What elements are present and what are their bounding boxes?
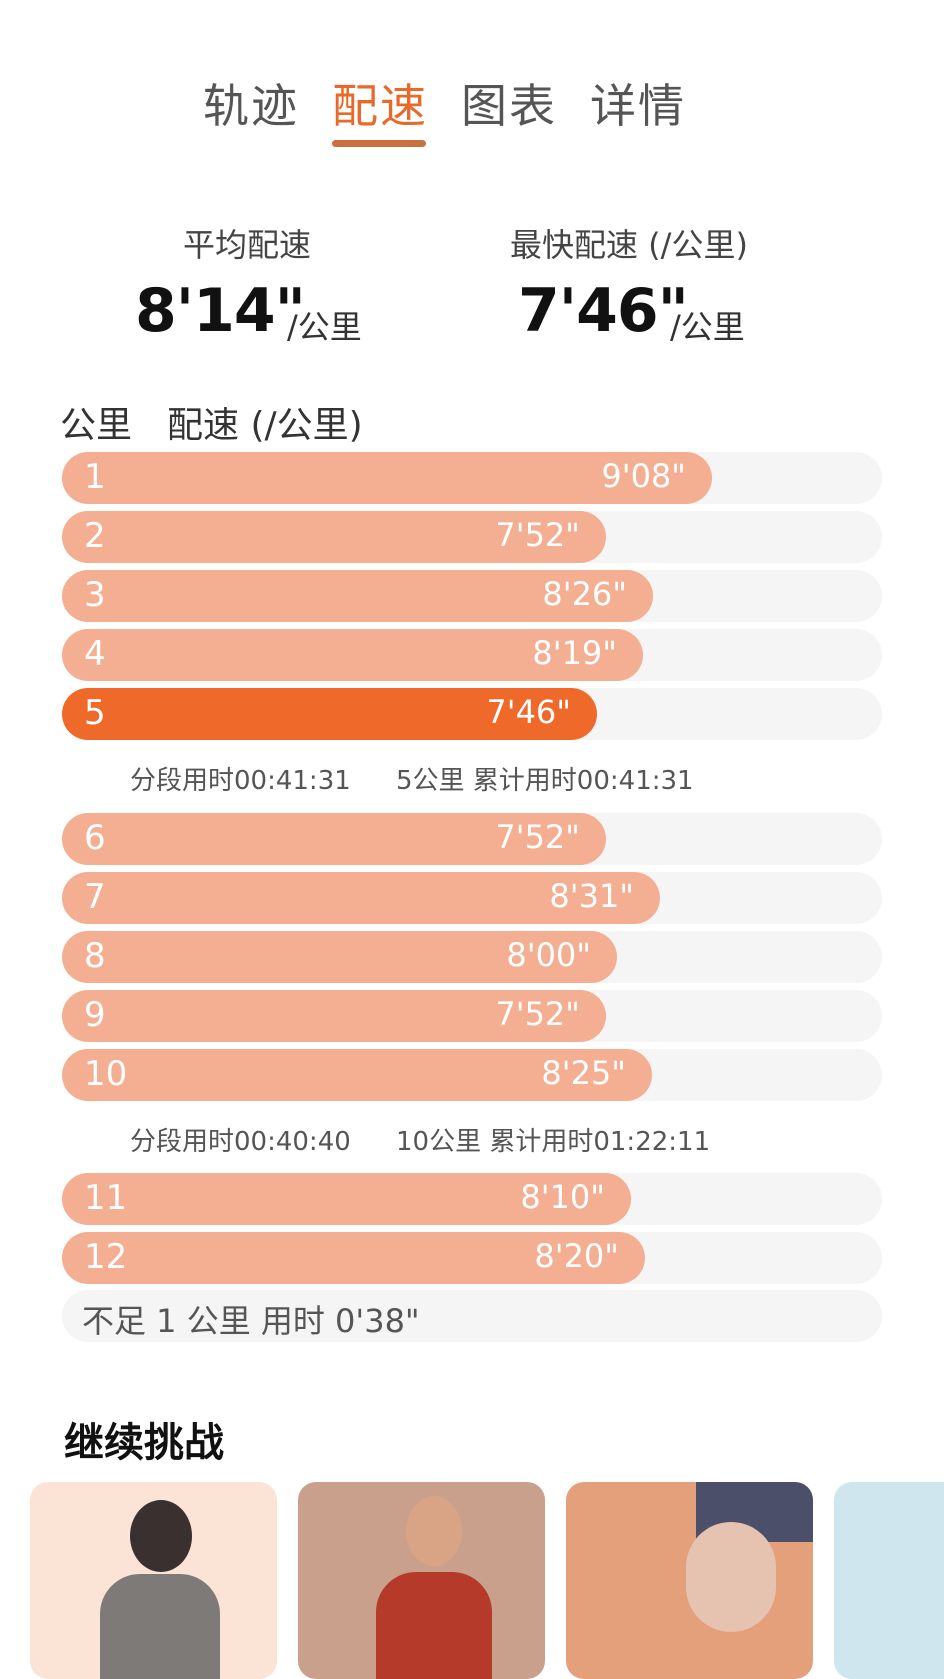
split-km-number: 10 [84, 1054, 128, 1094]
active-tab-indicator [332, 140, 426, 147]
person-image-body [100, 1574, 220, 1679]
split-pace-value: 7'52" [495, 516, 580, 554]
pace-split-row: 8 8'00" [62, 931, 882, 983]
split-km-number: 9 [84, 995, 106, 1035]
pace-split-row: 5 7'46" [62, 688, 882, 740]
split-pace-value: 7'52" [495, 818, 580, 856]
avg-pace-unit: /公里 [287, 308, 362, 346]
pace-split-row: 10 8'25" [62, 1049, 882, 1101]
split-km-number: 6 [84, 818, 106, 858]
tab-bar: 轨迹 配速 图表 详情 [0, 70, 944, 150]
pace-split-row: 4 8'19" [62, 629, 882, 681]
pace-split-row: 12 8'20" [62, 1232, 882, 1284]
pace-bar [62, 1049, 652, 1101]
pace-bar [62, 1232, 645, 1284]
split-km-number: 4 [84, 634, 106, 674]
avg-pace-label: 平均配速 [183, 226, 312, 264]
pace-bar [62, 570, 653, 622]
pace-split-row: 11 8'10" [62, 1173, 882, 1225]
person-image-body [376, 1572, 492, 1679]
cumulative-time-2: 10公里 累计用时01:22:11 [396, 1127, 711, 1157]
pace-bar [62, 452, 712, 504]
split-pace-value: 8'25" [541, 1054, 626, 1092]
pace-split-row: 3 8'26" [62, 570, 882, 622]
pace-split-row: 2 7'52" [62, 511, 882, 563]
challenge-card-3[interactable] [566, 1482, 813, 1679]
pace-bar [62, 931, 617, 983]
split-pace-value: 8'26" [542, 575, 627, 613]
pace-split-row: 7 8'31" [62, 872, 882, 924]
pace-bar [62, 511, 606, 563]
challenge-card-4[interactable] [834, 1482, 944, 1679]
split-km-number: 12 [84, 1237, 128, 1277]
remainder-row: 不足 1 公里 用时 0'38" [62, 1290, 882, 1342]
continue-challenge-title: 继续挑战 [64, 1420, 224, 1466]
split-km-number: 5 [84, 693, 106, 733]
split-km-number: 1 [84, 457, 106, 497]
split-pace-value: 7'46" [486, 693, 571, 731]
split-km-number: 3 [84, 575, 106, 615]
remainder-text: 不足 1 公里 用时 0'38" [82, 1302, 420, 1340]
split-pace-value: 9'08" [601, 457, 686, 495]
fastest-pace-unit: /公里 [670, 308, 745, 346]
split-km-number: 2 [84, 516, 106, 556]
split-km-number: 7 [84, 877, 106, 917]
pace-bar [62, 990, 606, 1042]
split-pace-value: 8'20" [534, 1237, 619, 1275]
split-pace-value: 8'00" [506, 936, 591, 974]
segment-time-2: 分段用时00:40:40 [130, 1127, 351, 1157]
tab-track[interactable]: 轨迹 [203, 79, 299, 133]
tab-chart[interactable]: 图表 [461, 79, 557, 133]
split-km-number: 8 [84, 936, 106, 976]
challenge-card-2[interactable] [298, 1482, 545, 1679]
fastest-pace-label: 最快配速 (/公里) [510, 226, 748, 264]
challenge-card-1[interactable] [30, 1482, 277, 1679]
pace-bar [62, 872, 660, 924]
pace-bar [62, 1173, 631, 1225]
split-pace-value: 8'31" [549, 877, 634, 915]
split-km-number: 11 [84, 1178, 128, 1218]
person-image [130, 1500, 192, 1572]
tab-pace[interactable]: 配速 [332, 79, 428, 133]
split-pace-value: 7'52" [495, 995, 580, 1033]
pace-bar-fastest [62, 688, 597, 740]
cumulative-time-1: 5公里 累计用时00:41:31 [396, 766, 694, 796]
tab-details[interactable]: 详情 [590, 79, 686, 133]
person-image [406, 1496, 462, 1566]
pace-column-header: 配速 (/公里) [167, 405, 363, 446]
split-pace-value: 8'19" [532, 634, 617, 672]
pace-split-row: 9 7'52" [62, 990, 882, 1042]
pace-split-row: 6 7'52" [62, 813, 882, 865]
person-image [686, 1522, 776, 1632]
pace-split-row: 1 9'08" [62, 452, 882, 504]
segment-time-1: 分段用时00:41:31 [130, 766, 351, 796]
fastest-pace-value: 7'46" [518, 276, 689, 346]
pace-bar [62, 629, 643, 681]
split-pace-value: 8'10" [520, 1178, 605, 1216]
pace-bar [62, 813, 606, 865]
km-column-header: 公里 [60, 405, 133, 446]
avg-pace-value: 8'14" [135, 276, 306, 346]
